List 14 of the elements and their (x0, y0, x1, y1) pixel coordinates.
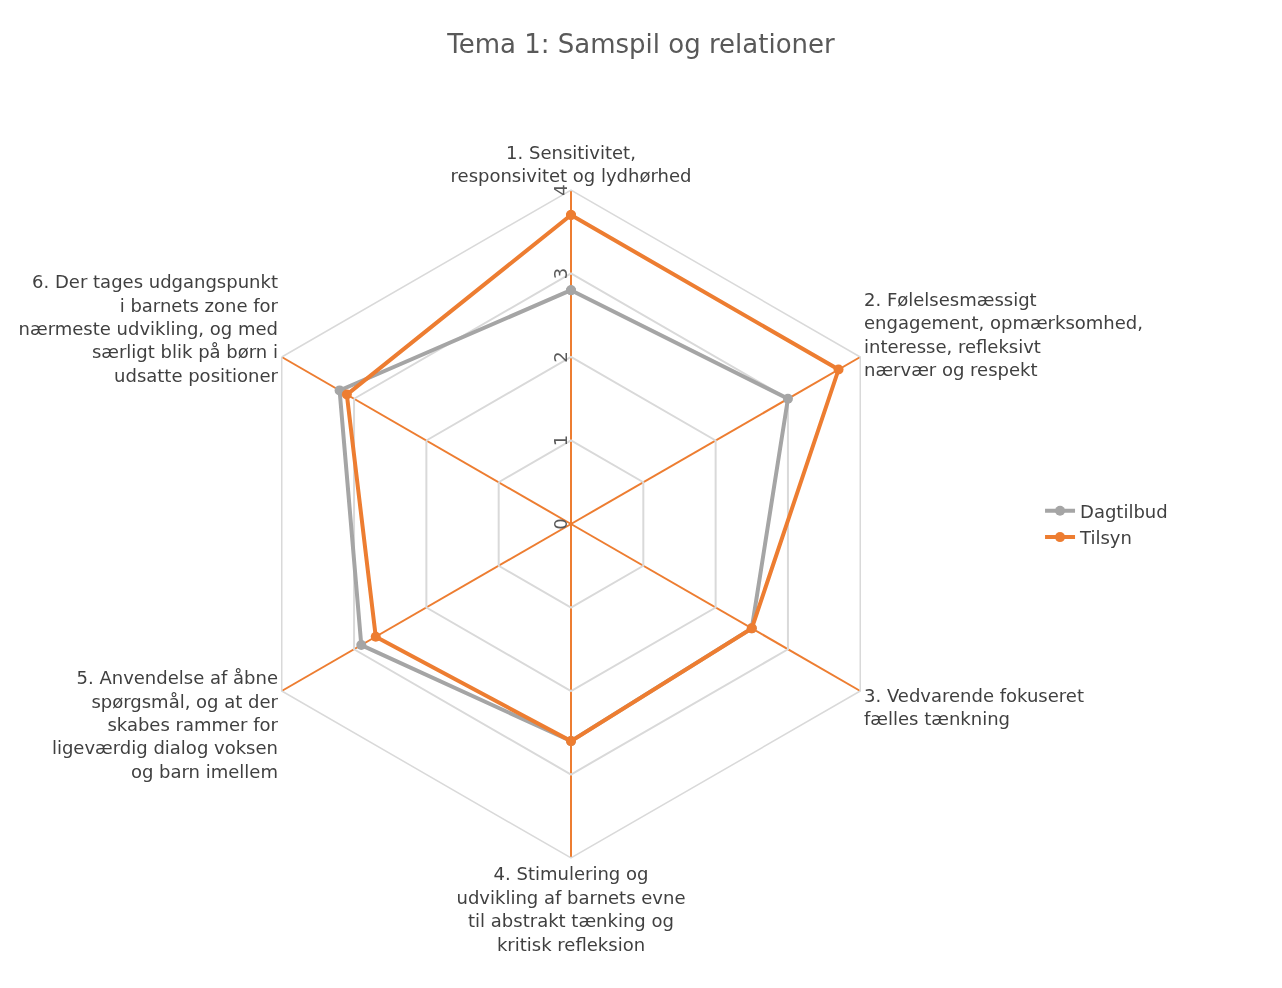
chart-title: Tema 1: Samspil og relationer (446, 28, 836, 59)
spoke-label: 4. Stimulering og udvikling af barnets evne til abstrakt tænking og kritisk refleksion (456, 863, 686, 955)
y-tick-label: 2 (549, 351, 571, 363)
y-tick-label: 1 (549, 434, 571, 447)
spoke-label: 6. Der tages udgangspunkt i barnets zone for nærmeste udvikling, og med særligt blik på børn i udsatte positioner (18, 271, 279, 386)
y-tick-label: 4 (549, 184, 571, 196)
legend-label: Tilsyn (1079, 527, 1132, 549)
spoke-label: 2. Følelsesmæssigt engagement, opmærksomhed, interesse, refleksivt nærvær og respekt (864, 288, 1143, 381)
spoke-label: 5. Anvendelse af åbne spørgsmål, og at der skabes rammer for ligeværdig dialog voksen og barn imellem (51, 667, 279, 782)
y-tick-label: 3 (549, 267, 571, 280)
y-tick-label: 0 (549, 518, 571, 530)
spoke-label: 1. Sensitivitet, responsivitet og lydhørhed (450, 141, 692, 187)
legend-label: Dagtilbud (1080, 500, 1168, 522)
spoke-label: 3. Vedvarende fokuseret fælles tænkning (864, 684, 1084, 730)
